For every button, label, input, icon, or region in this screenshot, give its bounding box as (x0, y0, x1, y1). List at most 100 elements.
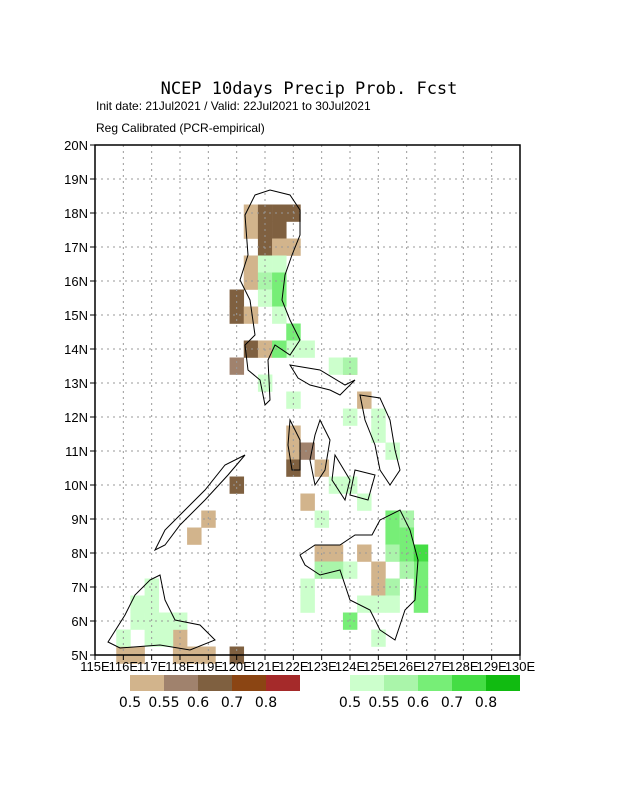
dry-legend-label: 0.5 (119, 695, 141, 711)
wet-cell (342, 408, 358, 426)
map-frame (94, 144, 521, 656)
wet-legend-box (350, 675, 384, 691)
dry-cell (243, 204, 259, 222)
lon-tick-label: 116E (109, 659, 139, 674)
dry-cell (272, 204, 287, 222)
dry-cell (243, 272, 259, 290)
dry-cell (229, 357, 245, 375)
dry-cell (357, 391, 372, 409)
dry-legend-label: 0.6 (187, 695, 209, 711)
lon-tick-label: 126E (391, 659, 422, 674)
lon-tick-label: 121E (250, 659, 281, 674)
wet-cell (144, 578, 160, 596)
lat-tick-label: 15N (64, 308, 88, 323)
dry-legend-box (232, 675, 266, 691)
wet-cell (257, 272, 273, 290)
wet-cell (158, 612, 174, 630)
lon-tick-label: 128E (448, 659, 479, 674)
lat-tick-label: 16N (64, 274, 88, 289)
wet-legend-label: 0.7 (441, 695, 463, 711)
wet-cell (272, 255, 287, 273)
lat-tick-label: 7N (71, 580, 88, 595)
dry-cell (257, 204, 273, 222)
wet-legend-box (486, 675, 520, 691)
wet-cell (300, 340, 315, 358)
lon-tick-label: 120E (221, 659, 252, 674)
lon-tick-label: 123E (306, 659, 337, 674)
wet-legend-label: 0.8 (475, 695, 497, 711)
wet-legend-label: 0.5 (339, 695, 361, 711)
lon-tick-label: 130E (505, 659, 536, 674)
lat-tick-label: 12N (64, 410, 88, 425)
wet-cell (314, 510, 330, 528)
lon-tick-label: 119E (194, 659, 224, 674)
wet-cell (314, 561, 330, 579)
lon-tick-label: 117E (137, 659, 167, 674)
dry-legend-label: 0.7 (221, 695, 243, 711)
lon-tick-label: 127E (420, 659, 451, 674)
lon-tick-label: 129E (476, 659, 507, 674)
wet-cell (257, 289, 273, 307)
wet-legend-label: 0.55 (368, 695, 399, 711)
wet-cell (257, 255, 273, 273)
wet-cell (328, 561, 344, 579)
wet-cell (342, 476, 358, 494)
lon-tick-label: 115E (80, 659, 110, 674)
wet-cell (385, 442, 400, 460)
wet-cell (385, 544, 400, 562)
lat-tick-label: 9N (71, 512, 88, 527)
wet-cell (286, 391, 301, 409)
wet-legend-box (384, 675, 418, 691)
wet-cell (413, 561, 429, 579)
lat-tick-label: 17N (64, 240, 88, 255)
dry-cell (201, 510, 216, 528)
dry-cell (371, 561, 386, 579)
wet-cell (399, 510, 415, 528)
lat-tick-label: 11N (65, 444, 88, 459)
subtitle: Init date: 21Jul2021 / Valid: 22Jul2021 … (96, 99, 371, 113)
dry-cell (272, 221, 287, 239)
dry-legend-box (198, 675, 232, 691)
lat-tick-label: 13N (64, 376, 88, 391)
dry-legend-label: 0.55 (148, 695, 179, 711)
dry-cell (300, 493, 315, 511)
coastline (107, 189, 419, 651)
wet-legend-label: 0.6 (407, 695, 429, 711)
wet-legend-box (418, 675, 452, 691)
dry-cell (357, 544, 372, 562)
dry-cell (243, 221, 259, 239)
wet-cell (342, 561, 358, 579)
wet-cell (328, 357, 344, 375)
lat-tick-label: 14N (64, 342, 88, 357)
dry-legend-box (130, 675, 164, 691)
wet-cell (130, 595, 145, 613)
dry-cell (229, 289, 245, 307)
lon-tick-label: 118E (165, 659, 195, 674)
dry-cell (229, 476, 245, 494)
lat-tick-label: 20N (64, 138, 88, 153)
wet-cell (272, 306, 287, 324)
wet-cell (272, 272, 287, 290)
dry-cell (243, 340, 259, 358)
note: Reg Calibrated (PCR-empirical) (96, 121, 265, 135)
lat-tick-label: 6N (71, 614, 88, 629)
lat-tick-label: 10N (64, 478, 88, 493)
dry-cell (314, 459, 330, 477)
lon-tick-label: 122E (278, 659, 309, 674)
wet-cell (385, 578, 400, 596)
dry-cell (229, 306, 245, 324)
wet-cell (272, 340, 287, 358)
lon-tick-label: 125E (363, 659, 394, 674)
lat-tick-label: 5N (71, 648, 88, 663)
dry-cell (243, 306, 259, 324)
wet-cell (158, 629, 174, 647)
dry-cell (243, 255, 259, 273)
wet-cell (300, 595, 315, 613)
wet-cell (300, 578, 315, 596)
dry-legend-box (164, 675, 198, 691)
dry-legend-box (266, 675, 300, 691)
wet-legend-box (452, 675, 486, 691)
lat-tick-label: 18N (64, 206, 88, 221)
wet-cell (144, 595, 160, 613)
